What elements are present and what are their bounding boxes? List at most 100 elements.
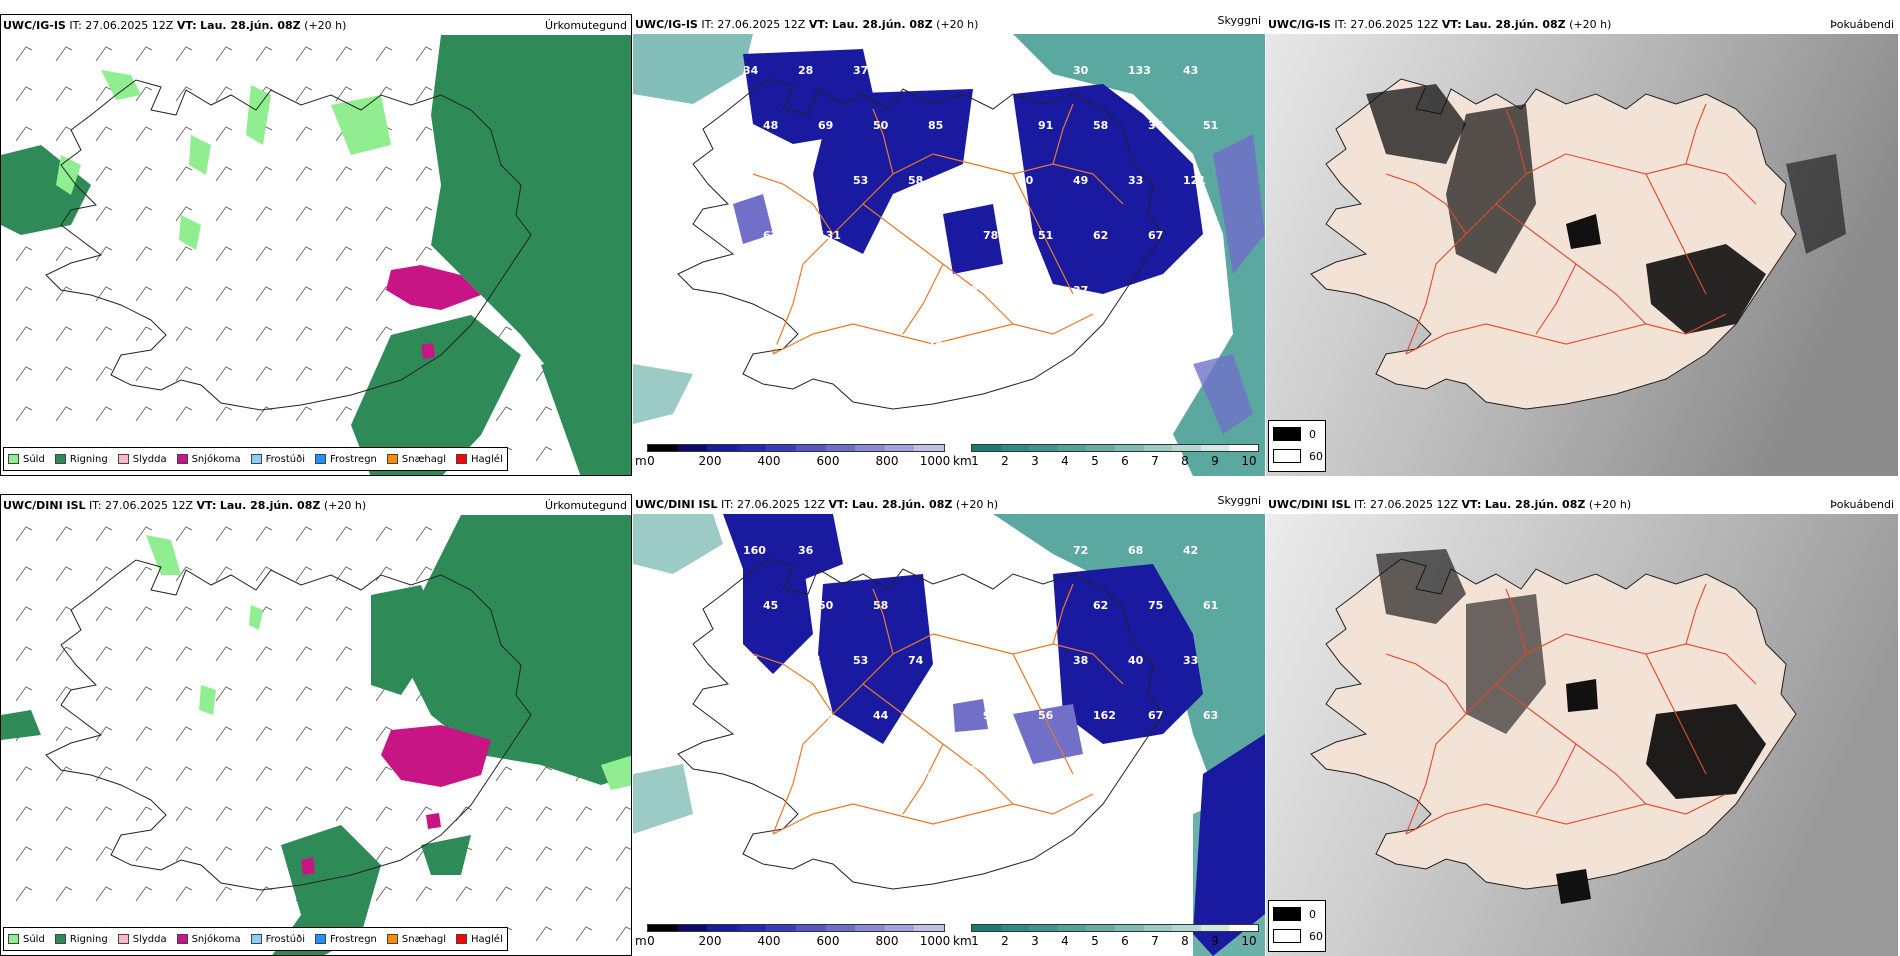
road — [1565, 153, 1757, 205]
road — [1385, 653, 1467, 715]
wind-barb — [15, 766, 33, 782]
wind-barb — [295, 766, 313, 782]
cloud-base-label: 86 — [1183, 284, 1199, 297]
wind-barb — [135, 606, 153, 622]
wind-barb — [295, 166, 313, 182]
wind-barb — [375, 886, 393, 902]
fog-legend: 0 60 — [1268, 420, 1326, 472]
iceland-outline — [677, 558, 1164, 890]
wind-barb — [535, 406, 553, 422]
cloud-base-label: 101 — [908, 764, 931, 777]
wind-barb — [295, 366, 313, 382]
cloud-base-label: 34 — [743, 64, 759, 77]
cloud-base-label: 68 — [1128, 544, 1143, 557]
wind-barb — [535, 806, 553, 822]
colorbar-tick: 800 — [875, 454, 899, 468]
wind-barb — [55, 126, 73, 142]
wind-barb — [15, 526, 33, 542]
legend-swatch — [386, 934, 398, 944]
rain-areas — [1, 515, 631, 955]
colorbar-tick: 7 — [1151, 934, 1159, 948]
cloud-base-label: 72 — [1073, 544, 1088, 557]
legend-item: Frostúði — [250, 454, 305, 465]
precip-map — [1, 515, 631, 955]
lead-time: (+20 h) — [323, 499, 367, 512]
cloud-base-label: 43 — [1183, 64, 1198, 77]
wind-barb — [575, 926, 593, 942]
wind-barb — [375, 326, 393, 342]
wind-barb — [55, 886, 73, 902]
wind-barb — [615, 806, 631, 822]
road — [752, 173, 834, 235]
wind-barb — [295, 606, 313, 622]
legend-item: Súld — [8, 454, 45, 465]
cloud-base-label: 100 — [853, 764, 876, 777]
wind-barb — [135, 86, 153, 102]
colorbar-tick: 10 — [1241, 454, 1257, 468]
wind-barb — [215, 726, 233, 742]
wind-barb — [95, 326, 113, 342]
wind-barb — [215, 326, 233, 342]
wind-barb — [55, 606, 73, 622]
cloud-base-label: 44 — [873, 709, 889, 722]
wind-barb — [415, 166, 433, 182]
cloud-base-label: 85 — [928, 119, 943, 132]
legend-label: 0 — [1309, 427, 1316, 441]
cloud-base-label: 62 — [1093, 599, 1108, 612]
vt-value: Lau. 28.jún. 08Z — [1484, 498, 1586, 511]
wind-barb — [215, 846, 233, 862]
panel-title: Skyggni — [1217, 494, 1261, 507]
wind-barb — [495, 846, 513, 862]
legend-item: Snæhagl — [386, 454, 446, 465]
cloud-base-label: 33 — [1183, 654, 1198, 667]
wind-barb — [175, 206, 193, 222]
wind-barb — [55, 526, 73, 542]
wind-barb — [175, 86, 193, 102]
cloud-base-label: 69 — [818, 119, 833, 132]
cloud-base-label: 36 — [743, 654, 759, 667]
legend-label: 60 — [1309, 449, 1323, 463]
legend-label: Slydda — [132, 453, 167, 465]
road — [872, 588, 894, 655]
cloud-base-label: 78 — [983, 229, 998, 242]
cloud-base-label: 86 — [1018, 764, 1034, 777]
precip-legend: Súld Rigning Slydda Snjókoma Frostúði Fr… — [3, 447, 508, 471]
cloud-base-label: 58 — [908, 174, 923, 187]
legend-swatch — [54, 454, 66, 464]
wind-barb — [495, 766, 513, 782]
model-name: UWC/IG-IS — [635, 18, 698, 31]
wind-barb — [175, 886, 193, 902]
wind-barb — [175, 726, 193, 742]
legend-item: Rigning — [54, 454, 108, 465]
colorbar-tick: 5 — [1091, 454, 1099, 468]
wind-barb — [295, 526, 313, 542]
legend-swatch — [8, 454, 19, 464]
wind-barb — [55, 686, 73, 702]
wind-barb — [175, 646, 193, 662]
legend-swatch — [456, 454, 468, 464]
colorbar-tick: 1000 — [919, 454, 951, 468]
wind-barb — [175, 686, 193, 702]
legend-label: Frostúði — [265, 933, 305, 945]
wind-barb — [375, 566, 393, 582]
cloud-base-label: 62 — [1093, 229, 1108, 242]
wind-barb — [55, 766, 73, 782]
road — [1645, 173, 1707, 295]
fog-map — [1266, 514, 1898, 956]
cloud-base-label: 123 — [818, 339, 841, 352]
wind-barb — [95, 246, 113, 262]
legend-swatch — [54, 934, 66, 944]
wind-barb — [135, 46, 153, 62]
cloud-base-label: 42 — [1038, 599, 1053, 612]
wind-barb — [335, 86, 353, 102]
it-value: 27.06.2025 12Z — [1370, 498, 1459, 511]
colorbar-tick: 200 — [698, 934, 722, 948]
road — [772, 313, 1094, 355]
model-name: UWC/DINI ISL — [3, 499, 86, 512]
colorbar-tick: 600 — [816, 934, 840, 948]
wind-barb — [215, 606, 233, 622]
road — [1505, 588, 1527, 655]
legend-label: Snæhagl — [401, 933, 447, 945]
wind-barb — [215, 686, 233, 702]
cloud-base-label: 538 — [1038, 339, 1061, 352]
